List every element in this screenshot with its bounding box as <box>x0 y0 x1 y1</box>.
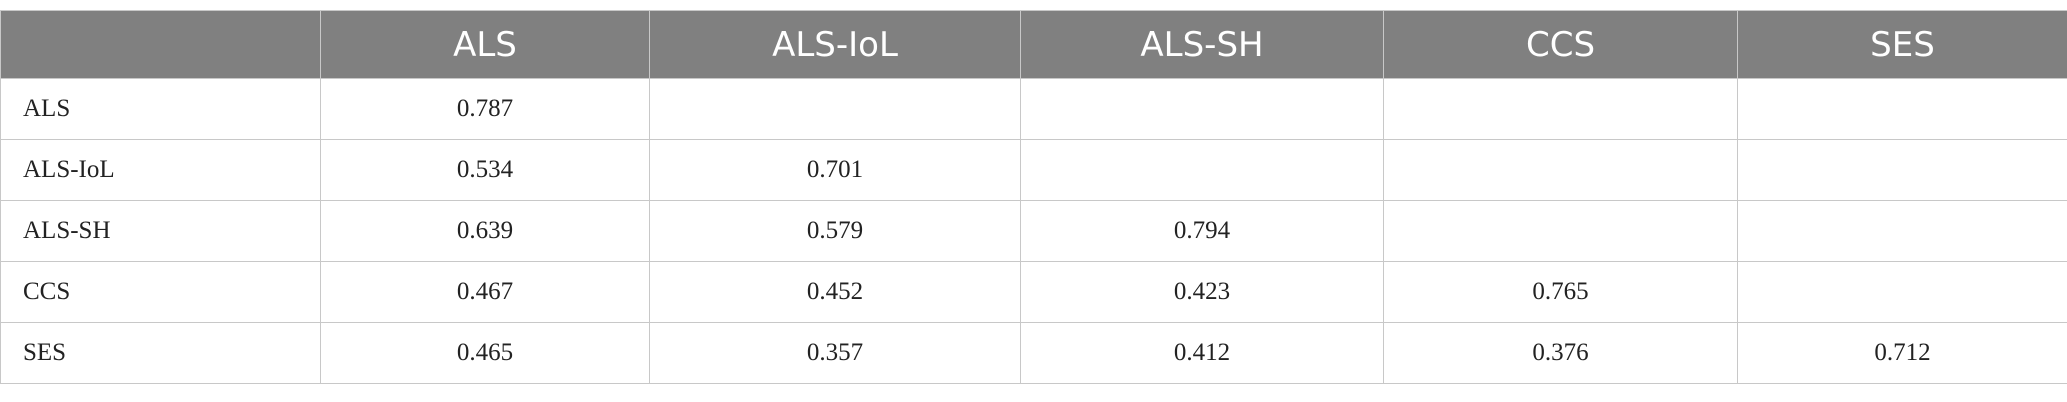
value-cell: 0.701 <box>649 139 1021 201</box>
column-header: ALS <box>320 10 650 79</box>
table-row: ALS 0.787 <box>0 78 2067 140</box>
correlation-table: ALS ALS-IoL ALS-SH CCS SES ALS 0.787 ALS-IoL 0.… <box>0 10 2067 384</box>
empty-cell <box>1383 139 1738 201</box>
table-row: CCS 0.467 0.452 0.423 0.765 <box>0 261 2067 323</box>
empty-cell <box>1737 261 2067 323</box>
row-label: ALS-SH <box>0 200 321 262</box>
row-label: ALS <box>0 78 321 140</box>
row-label: CCS <box>0 261 321 323</box>
empty-cell <box>1737 78 2067 140</box>
table-row: ALS-IoL 0.534 0.701 <box>0 139 2067 201</box>
column-header: SES <box>1737 10 2067 79</box>
value-cell: 0.787 <box>320 78 650 140</box>
row-label: ALS-IoL <box>0 139 321 201</box>
value-cell: 0.794 <box>1020 200 1384 262</box>
value-cell: 0.534 <box>320 139 650 201</box>
empty-cell <box>1737 139 2067 201</box>
value-cell: 0.579 <box>649 200 1021 262</box>
empty-cell <box>1020 139 1384 201</box>
table-row: ALS-SH 0.639 0.579 0.794 <box>0 200 2067 262</box>
table-body: ALS 0.787 ALS-IoL 0.534 0.701 ALS-SH 0.639 0.57… <box>0 78 2067 384</box>
value-cell: 0.423 <box>1020 261 1384 323</box>
column-header: ALS-IoL <box>649 10 1021 79</box>
column-header: ALS-SH <box>1020 10 1384 79</box>
value-cell: 0.357 <box>649 322 1021 384</box>
value-cell: 0.465 <box>320 322 650 384</box>
value-cell: 0.467 <box>320 261 650 323</box>
header-row: ALS ALS-IoL ALS-SH CCS SES <box>0 10 2067 79</box>
empty-cell <box>1020 78 1384 140</box>
value-cell: 0.639 <box>320 200 650 262</box>
empty-cell <box>649 78 1021 140</box>
value-cell: 0.452 <box>649 261 1021 323</box>
empty-cell <box>1383 200 1738 262</box>
value-cell: 0.765 <box>1383 261 1738 323</box>
value-cell: 0.712 <box>1737 322 2067 384</box>
corner-cell <box>0 10 321 79</box>
row-label: SES <box>0 322 321 384</box>
value-cell: 0.376 <box>1383 322 1738 384</box>
empty-cell <box>1737 200 2067 262</box>
table-row: SES 0.465 0.357 0.412 0.376 0.712 <box>0 322 2067 384</box>
empty-cell <box>1383 78 1738 140</box>
column-header: CCS <box>1383 10 1738 79</box>
value-cell: 0.412 <box>1020 322 1384 384</box>
